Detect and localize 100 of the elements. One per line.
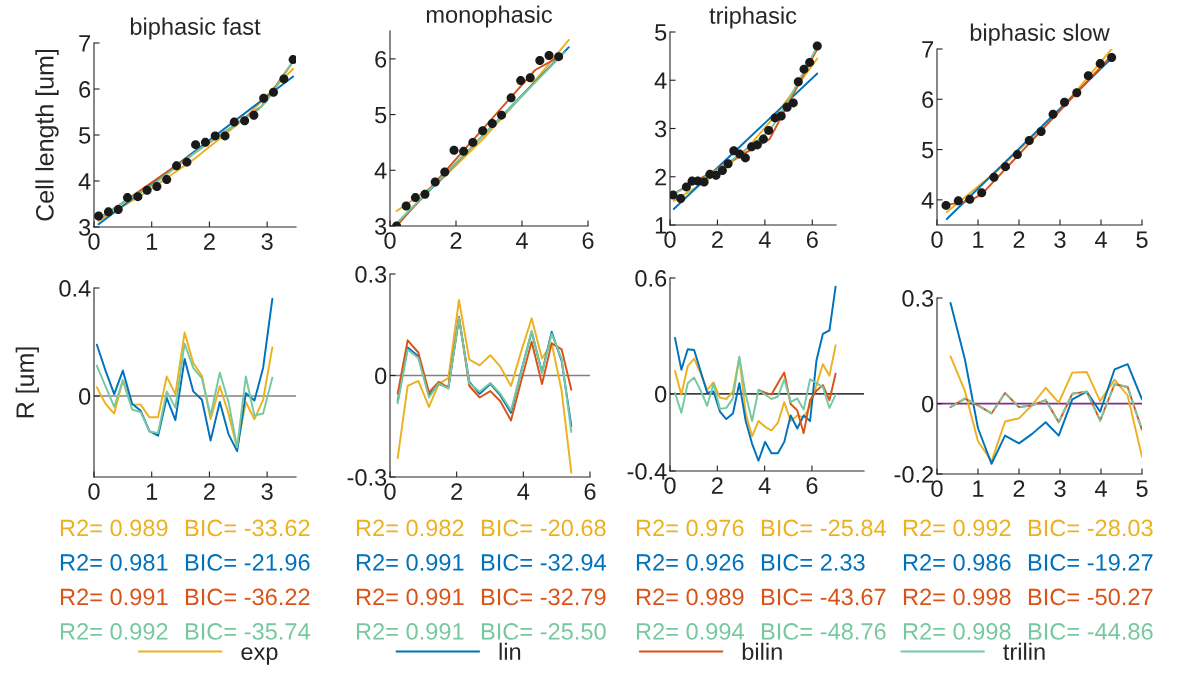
point <box>440 167 450 177</box>
y-tick-label: 4 <box>374 162 387 179</box>
text: R2= 0.998 <box>903 588 1011 606</box>
point <box>259 93 269 103</box>
point <box>249 110 259 120</box>
text: R2= 0.926 <box>636 554 744 571</box>
x-tick-label: 6 <box>582 232 594 249</box>
line-series <box>949 301 1142 465</box>
line-series <box>396 299 573 474</box>
text: R2= 0.991 <box>356 554 464 571</box>
y-tick-label: 0 <box>655 385 667 403</box>
x-tick-label: 5 <box>1136 480 1148 497</box>
y-tick-label: 1 <box>655 217 667 234</box>
point <box>172 161 182 171</box>
text: BIC= -20.68 <box>481 519 606 537</box>
line-series <box>949 355 1142 463</box>
x-tick-label: 2 <box>204 483 215 500</box>
x-tick-label: 4 <box>758 231 771 248</box>
point <box>268 87 278 97</box>
point <box>1036 126 1046 136</box>
y-tick-label: 0 <box>79 388 91 405</box>
point <box>1095 59 1105 69</box>
x-tick-label: 4 <box>515 232 528 249</box>
text: R2= 0.986 <box>903 554 1011 571</box>
y-tick-label: 0.6 <box>635 270 667 287</box>
y-tick-label: 7 <box>79 35 91 52</box>
point <box>162 175 172 185</box>
text: R2= 0.976 <box>636 519 744 537</box>
y-tick-label: 5 <box>655 24 667 41</box>
y-tick-label: 6 <box>79 81 91 98</box>
point <box>1072 88 1082 98</box>
point <box>1107 53 1117 63</box>
point <box>288 55 296 65</box>
point <box>200 137 210 147</box>
x-tick-label: 2 <box>711 477 723 494</box>
point <box>676 193 686 203</box>
line-series <box>674 285 837 462</box>
y-tick-label: -0.2 <box>894 466 934 483</box>
x-tick-label: 2 <box>204 233 215 250</box>
x-tick-label: 4 <box>1094 231 1107 248</box>
text: BIC= -28.03 <box>1028 519 1153 537</box>
point <box>122 193 132 203</box>
text: R2= 0.989 <box>60 519 168 537</box>
point <box>740 153 750 163</box>
legend-label: trilin <box>1003 642 1045 661</box>
text: R2= 0.989 <box>636 588 744 606</box>
text: BIC= -44.86 <box>1028 623 1153 640</box>
y-tick-label: 2 <box>655 168 667 186</box>
point <box>497 110 507 120</box>
text: BIC= -21.96 <box>185 554 310 571</box>
chart-title: triphasic <box>709 6 797 29</box>
y-tick-label: 3 <box>78 219 91 236</box>
point <box>516 76 526 86</box>
point <box>459 146 469 156</box>
text: R2= 0.992 <box>60 623 168 640</box>
point <box>723 159 733 169</box>
y-tick-label: 0 <box>922 395 934 413</box>
text: BIC= -25.84 <box>761 519 886 537</box>
text: R2= 0.981 <box>60 554 168 571</box>
line-series <box>949 383 1142 431</box>
x-tick-label: 1 <box>973 231 984 248</box>
chart-title: monophasic <box>426 5 553 28</box>
point <box>554 52 564 62</box>
x-tick-label: 6 <box>806 231 818 248</box>
text: BIC= -32.79 <box>481 588 606 606</box>
point <box>812 41 822 51</box>
point <box>191 140 201 150</box>
point <box>410 193 420 203</box>
y-tick-label: 4 <box>78 173 91 190</box>
y-tick-label: 5 <box>922 141 934 159</box>
point <box>449 145 459 155</box>
y-tick-label: 7 <box>922 41 934 58</box>
point <box>1012 150 1022 160</box>
x-tick-label: 2 <box>450 232 462 249</box>
x-tick-label: 2 <box>712 231 723 248</box>
x-tick-label: 6 <box>584 483 596 500</box>
y-axis-title: Cell length [um] <box>35 49 59 221</box>
x-tick-label: 4 <box>517 483 530 500</box>
point <box>764 125 774 135</box>
legend-label: exp <box>241 647 278 665</box>
x-tick-label: 2 <box>1013 231 1025 248</box>
x-tick-label: 2 <box>1013 480 1025 497</box>
text: BIC= -33.62 <box>185 519 310 537</box>
point <box>401 201 411 211</box>
y-tick-label: 0 <box>375 367 387 385</box>
x-tick-label: 3 <box>261 233 273 250</box>
point <box>487 118 497 128</box>
point <box>525 73 535 83</box>
point <box>478 126 488 136</box>
point <box>977 188 987 198</box>
y-tick-label: 4 <box>654 72 667 89</box>
point <box>699 177 709 187</box>
point <box>1060 97 1070 107</box>
point <box>717 165 727 175</box>
line-series <box>95 297 274 453</box>
x-tick-label: 1 <box>146 483 158 500</box>
chart-title: biphasic slow <box>970 23 1110 46</box>
text: R2= 0.991 <box>356 588 464 606</box>
point <box>758 134 768 144</box>
legend-label: bilin <box>742 642 782 661</box>
